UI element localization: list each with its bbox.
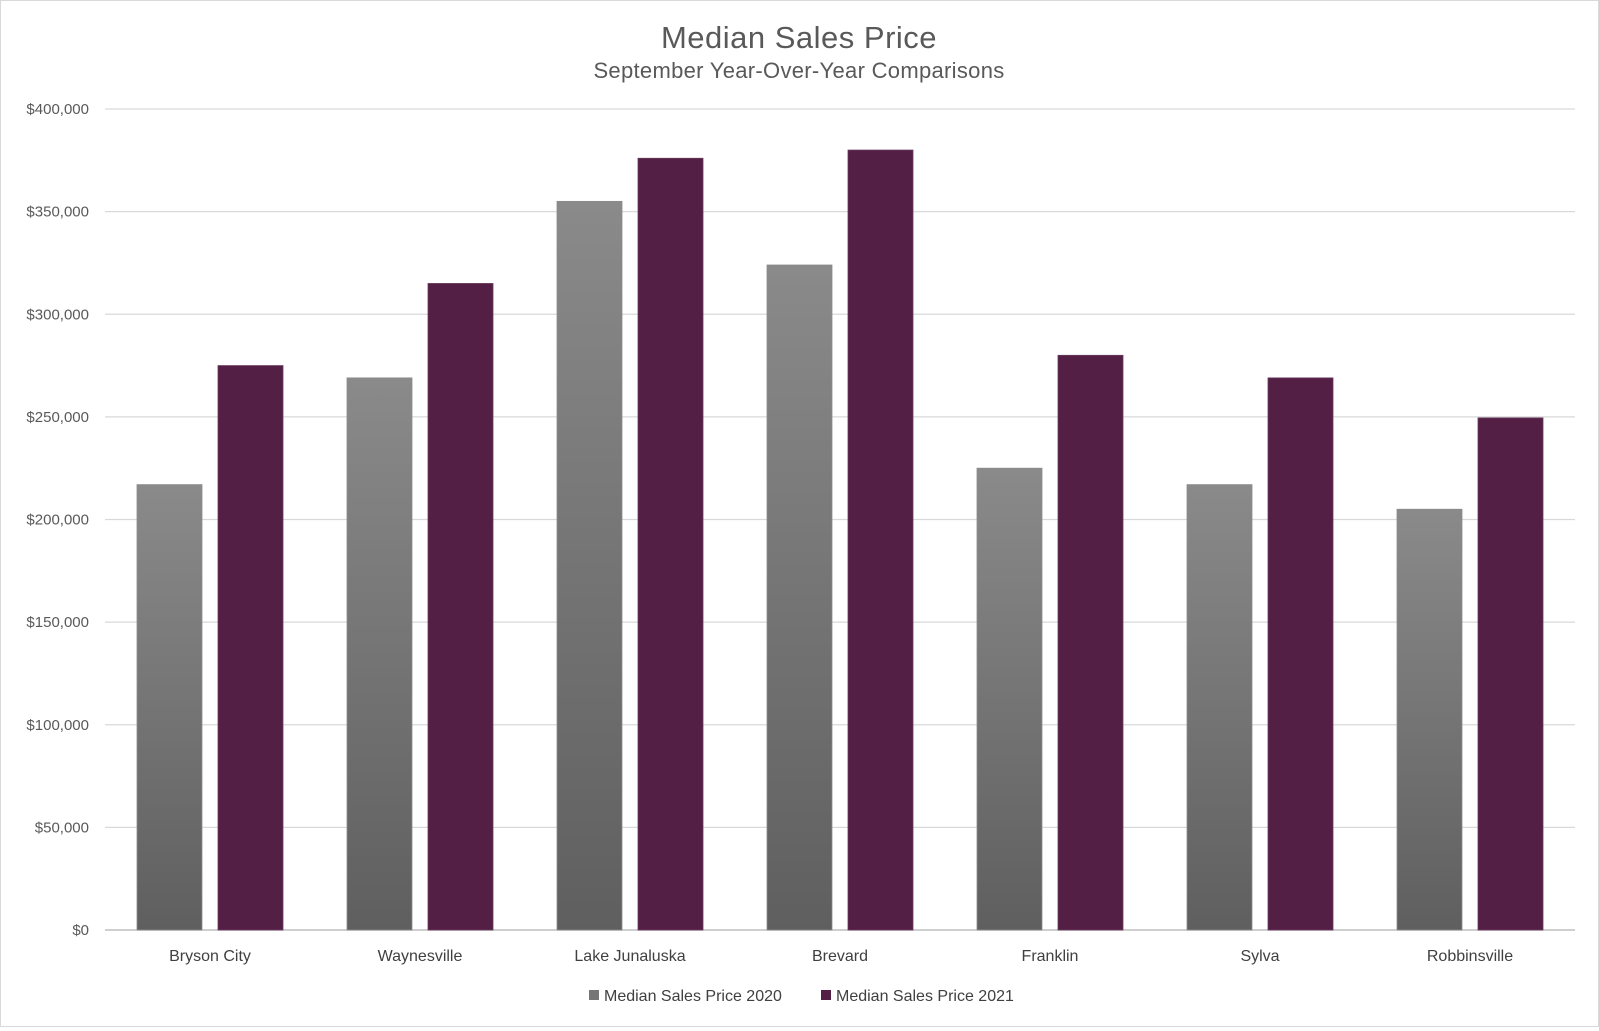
bar-2020 <box>1396 508 1463 931</box>
bar-2021 <box>1477 417 1544 931</box>
bar-2021 <box>637 157 704 931</box>
legend-swatch <box>821 990 831 1000</box>
bar-2020 <box>556 200 623 931</box>
y-tick-label: $100,000 <box>26 717 89 734</box>
y-tick-label: $150,000 <box>26 614 89 631</box>
x-axis-ticks: Bryson City Waynesville Lake Junaluska Brev… <box>169 948 1513 965</box>
x-tick-label: Franklin <box>1022 948 1079 965</box>
y-tick-label: $200,000 <box>26 512 89 529</box>
bars <box>136 149 1544 931</box>
y-tick-label: $50,000 <box>35 819 89 836</box>
gridlines <box>105 108 1575 931</box>
y-tick-label: $350,000 <box>26 204 89 221</box>
legend-swatch <box>589 990 599 1000</box>
bar-2021 <box>1057 354 1124 931</box>
x-tick-label: Robbinsville <box>1427 948 1513 965</box>
x-tick-label: Waynesville <box>378 948 463 965</box>
bar-2021 <box>1267 377 1334 931</box>
y-tick-label: $400,000 <box>26 101 89 118</box>
bar-2020 <box>766 264 833 931</box>
y-axis-ticks: $0 $50,000 $100,000 $150,000 $200,000 $250,00… <box>26 101 89 939</box>
x-tick-label: Sylva <box>1240 948 1279 965</box>
legend: Median Sales Price 2020 Median Sales Pric… <box>589 988 1014 1005</box>
chart-title: Median Sales Price <box>661 20 937 55</box>
x-tick-label: Lake Junaluska <box>574 948 685 965</box>
y-tick-label: $0 <box>72 922 89 939</box>
legend-label: Median Sales Price 2021 <box>836 988 1014 1005</box>
bar-2020 <box>346 377 413 931</box>
bar-2020 <box>976 467 1043 931</box>
x-tick-label: Bryson City <box>169 948 251 965</box>
bar-2021 <box>847 149 914 931</box>
bar-2020 <box>136 484 203 931</box>
y-tick-label: $250,000 <box>26 409 89 426</box>
chart-subtitle: September Year-Over-Year Comparisons <box>593 58 1004 83</box>
y-tick-label: $300,000 <box>26 306 89 323</box>
bar-2020 <box>1186 484 1253 931</box>
bar-2021 <box>427 283 494 931</box>
bar-2021 <box>217 365 284 931</box>
legend-label: Median Sales Price 2020 <box>604 988 782 1005</box>
x-tick-label: Brevard <box>812 948 868 965</box>
